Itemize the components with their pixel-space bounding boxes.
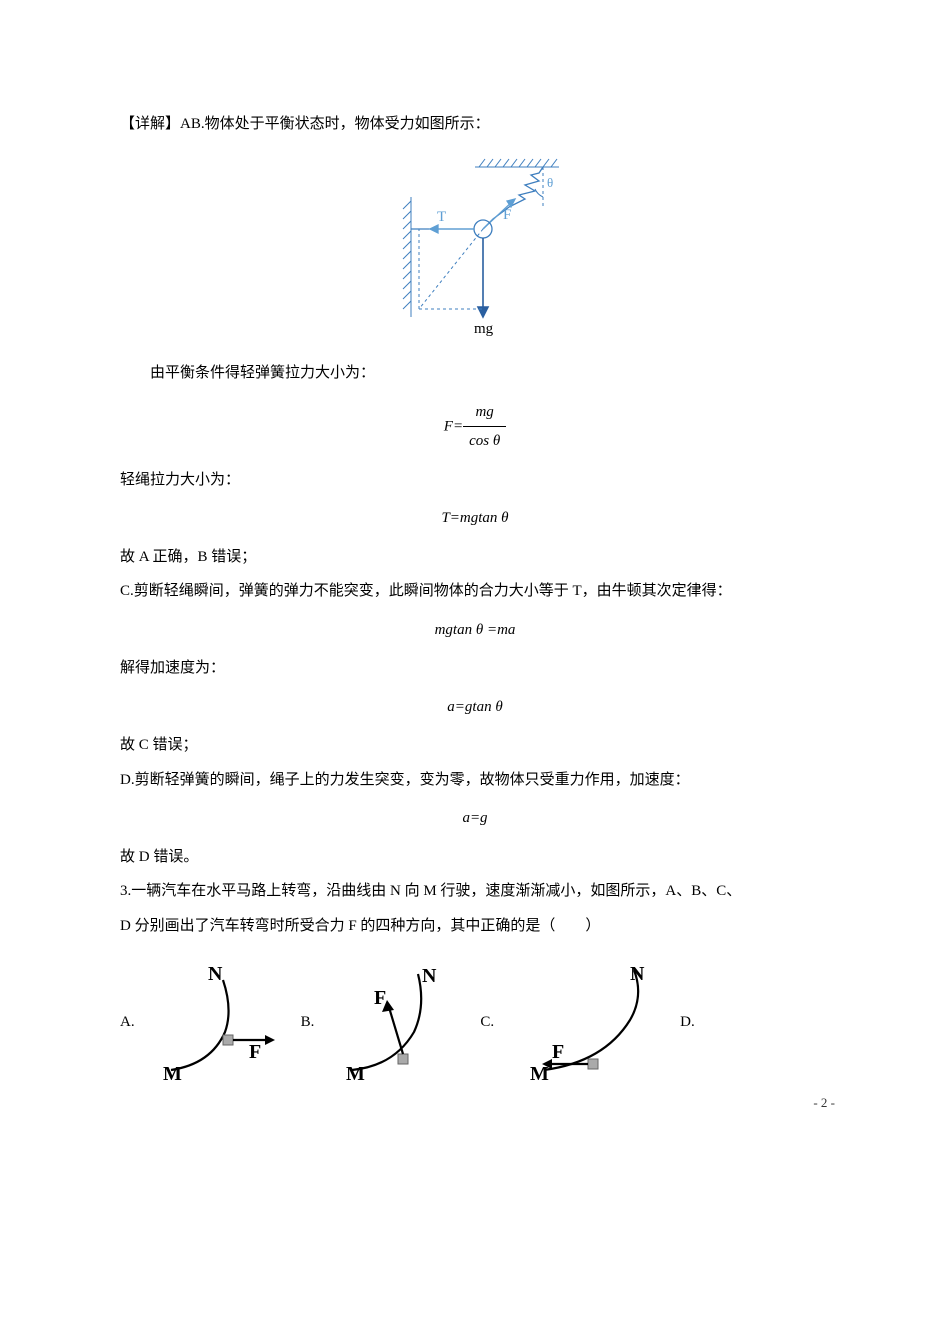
force-diagram-svg: θ F T mg: [375, 149, 575, 339]
option-c-line: C.剪断轻绳瞬间，弹簧的弹力不能突变，此瞬间物体的合力大小等于 T，由牛顿其次定…: [120, 577, 830, 606]
svg-text:F: F: [374, 987, 386, 1009]
option-b-label: B.: [301, 1008, 315, 1037]
mg-label: mg: [474, 321, 494, 337]
svg-text:M: M: [163, 1063, 182, 1082]
eq1-den: cos θ: [463, 427, 506, 456]
t-label: T: [437, 209, 446, 225]
conclusion-c: 故 C 错误；: [120, 731, 830, 760]
option-a-label: A.: [120, 1008, 135, 1037]
equation-a-g: a=g: [120, 804, 830, 833]
svg-text:F: F: [552, 1041, 564, 1063]
eq1-lhs: F=: [444, 418, 463, 434]
equation-t: T=mgtan θ: [120, 504, 830, 533]
spring-tension-intro: 由平衡条件得轻弹簧拉力大小为：: [120, 359, 830, 388]
svg-text:M: M: [346, 1063, 365, 1082]
accel-intro: 解得加速度为：: [120, 654, 830, 683]
option-d-line: D.剪断轻弹簧的瞬间，绳子上的力发生突变，变为零，故物体只受重力作用，加速度：: [120, 766, 830, 795]
q3-stem-2: D 分别画出了汽车转弯时所受合力 F 的四种方向，其中正确的是（ ）: [120, 912, 830, 941]
option-d-label: D.: [680, 1008, 695, 1037]
option-c-diagram: N M F: [512, 962, 662, 1082]
svg-text:N: N: [630, 963, 645, 985]
theta-label: θ: [547, 175, 553, 190]
eq1-num: mg: [463, 398, 506, 428]
option-a-diagram: N M F: [153, 962, 283, 1082]
force-diagram-figure: θ F T mg: [120, 149, 830, 350]
rope-tension-intro: 轻绳拉力大小为：: [120, 466, 830, 495]
svg-text:N: N: [208, 963, 223, 985]
equation-newton: mgtan θ =ma: [120, 616, 830, 645]
detail-header: 【详解】AB.物体处于平衡状态时，物体受力如图所示：: [120, 110, 830, 139]
option-b-diagram: N M F: [332, 962, 462, 1082]
svg-text:F: F: [249, 1041, 261, 1063]
f-label: F: [503, 207, 511, 223]
svg-text:N: N: [422, 965, 437, 987]
q3-stem-1: 3.一辆汽车在水平马路上转弯，沿曲线由 N 向 M 行驶，速度渐渐减小，如图所示…: [120, 877, 830, 906]
conclusion-ab: 故 A 正确，B 错误；: [120, 543, 830, 572]
page-number: - 2 -: [813, 1091, 835, 1116]
equation-accel: a=gtan θ: [120, 693, 830, 722]
q3-options: A. N M F B. N M F C. N M F D.: [120, 962, 830, 1082]
option-c-label: C.: [480, 1008, 494, 1037]
equation-f: F=mgcos θ: [120, 398, 830, 456]
conclusion-d: 故 D 错误。: [120, 843, 830, 872]
